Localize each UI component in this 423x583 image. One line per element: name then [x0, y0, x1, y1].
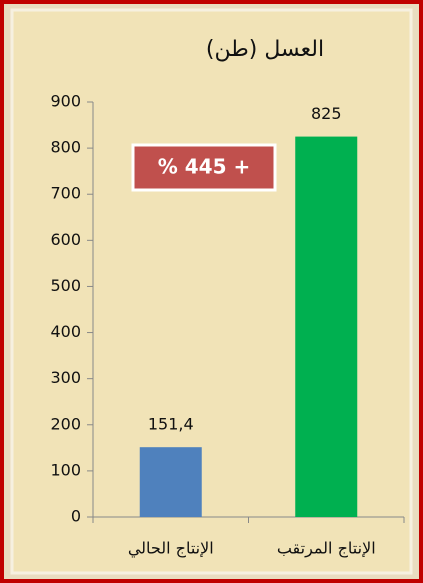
chart-title: العسل (طن): [206, 37, 324, 62]
annotation-box: [131, 143, 277, 192]
x-tick-label: الإنتاج المرتقب: [277, 539, 376, 559]
x-tick-label: الإنتاج الحالي: [128, 539, 214, 559]
bar: [295, 136, 358, 518]
y-tick-label: 200: [50, 414, 81, 433]
value-label: 825: [311, 104, 342, 123]
y-tick-label: 400: [50, 322, 81, 341]
y-tick-label: 700: [50, 184, 81, 203]
y-tick-label: 900: [50, 92, 81, 111]
y-tick-label: 300: [50, 368, 81, 387]
y-tick-label: 500: [50, 276, 81, 295]
y-tick-label: 0: [71, 507, 81, 526]
bar: [139, 447, 202, 517]
y-tick-label: 800: [50, 138, 81, 157]
value-label: 151,4: [148, 415, 194, 434]
annotation: % 445 +: [158, 155, 250, 179]
y-tick-label: 600: [50, 230, 81, 249]
y-tick-label: 100: [50, 460, 81, 479]
